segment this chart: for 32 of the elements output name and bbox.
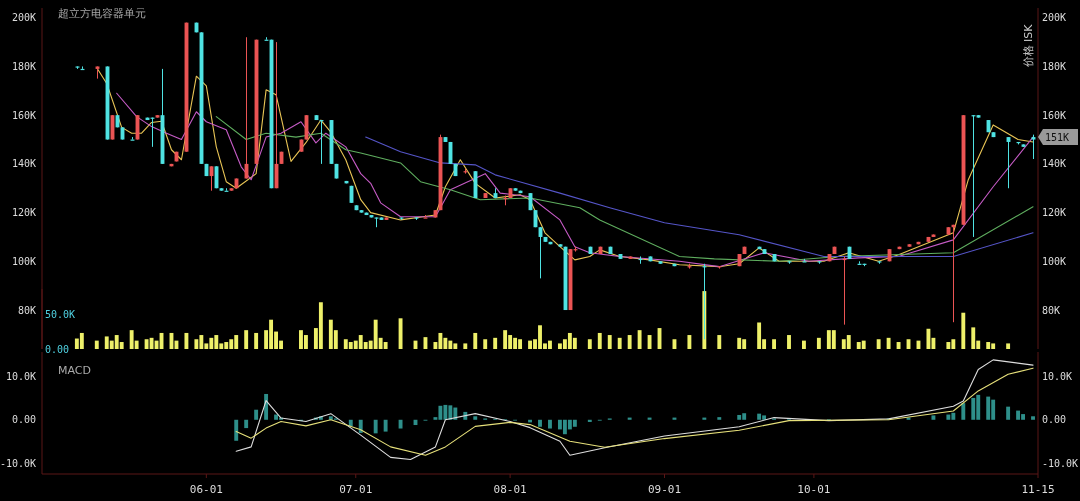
y-tick-label: 180K <box>11 60 36 72</box>
y2-tick-label: 0.00 <box>1042 414 1067 426</box>
y2-tick-label: 200K <box>1042 12 1067 24</box>
y2-tick-label: 80K <box>1042 304 1061 316</box>
y-tick-label: 100K <box>11 255 36 267</box>
y-tick-label: 140K <box>11 158 36 170</box>
x-tick-label: 10-01 <box>797 483 831 496</box>
y2-tick-label: -10.0K <box>1042 458 1079 470</box>
y2-tick-label: 120K <box>1042 207 1067 219</box>
y2-tick-label: 10.0K <box>1042 370 1073 382</box>
x-tick-label: 11-15 <box>1021 483 1055 496</box>
y-tick-label: 0.00 <box>11 414 36 426</box>
y-tick-label: -10.0K <box>0 458 36 470</box>
x-tick-label: 06-01 <box>189 483 223 496</box>
y2-tick-label: 180K <box>1042 60 1067 72</box>
annotation: 151K <box>1045 131 1070 143</box>
x-tick-label: 07-01 <box>339 483 373 496</box>
y-tick-label: 10.0K <box>5 370 36 382</box>
price-tag: 151K <box>1038 129 1078 146</box>
y2-tick-label: 160K <box>1042 109 1067 121</box>
x-tick-label: 09-01 <box>647 483 682 496</box>
y-tick-label: 50.0K <box>45 308 76 320</box>
y-tick-label: 200K <box>11 12 36 24</box>
y2-tick-label: 100K <box>1042 255 1067 267</box>
chart-title: 超立方电容器单元 <box>58 7 146 20</box>
y-tick-label: 120K <box>11 207 36 219</box>
y-tick-label: 160K <box>11 109 36 121</box>
y2-axis-title: 价格 ISK <box>1022 23 1035 69</box>
x-tick-label: 08-01 <box>493 483 527 496</box>
y-tick-label: 80K <box>17 304 36 316</box>
text: MACD <box>58 364 91 377</box>
y2-tick-label: 140K <box>1042 158 1067 170</box>
